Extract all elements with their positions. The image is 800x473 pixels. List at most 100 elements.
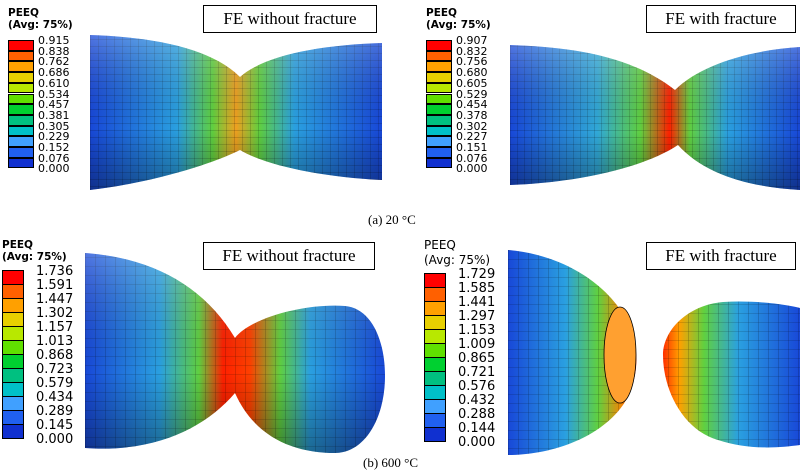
legend-value: 0.378 [456,108,488,122]
swatch [2,284,24,299]
panel-label: FE without fracture [203,5,377,33]
legend-value: 0.832 [456,44,488,58]
specimen-20c-no-fracture [90,35,382,190]
swatch [426,157,452,169]
legend-value: 1.302 [36,306,74,321]
color-scale: 0.907 0.832 0.756 0.680 0.605 0.529 0.45… [426,35,506,195]
legend-20c-no-fracture: PEEQ (Avg: 75%) 0.915 0.838 0.762 0.686 … [8,7,88,195]
legend-value: 0.534 [38,87,70,101]
legend-title: PEEQ [2,239,33,251]
legend-value: 0.907 [456,34,488,47]
legend-value: 0.579 [36,376,74,391]
swatch [2,368,24,383]
swatch [424,385,446,400]
swatch [424,329,446,344]
swatch [2,410,24,425]
swatch [424,371,446,386]
legend-600c-no-fracture: PEEQ (Avg: 75%) 1.736 1.591 1.447 1.302 … [2,239,82,446]
swatch [8,93,34,105]
legend-value: 0.686 [38,66,70,80]
swatch [8,136,34,147]
legend-value: 0.381 [38,108,70,122]
swatch [424,427,446,442]
panel-label: FE with fracture [646,5,796,33]
legend-value: 1.447 [36,292,74,307]
swatch [424,357,446,372]
swatch [2,382,24,397]
legend-value: 0.576 [458,379,496,394]
legend-value: 1.297 [458,309,496,324]
swatch [8,157,34,169]
swatch [8,147,34,158]
legend-value: 0.723 [36,362,74,377]
legend-20c-fracture: PEEQ (Avg: 75%) 0.907 0.832 0.756 0.680 … [426,7,506,195]
swatch [426,125,452,137]
legend-title: PEEQ [426,7,457,19]
swatch [424,273,446,288]
legend-600c-fracture: PEEQ (Avg: 75%) 1.729 1.585 1.441 1.297 … [424,239,504,449]
swatch [2,326,24,341]
swatch [426,50,452,62]
swatch [426,114,452,126]
legend-value: 0.151 [456,141,488,154]
legend-value: 1.729 [458,267,496,282]
legend-value: 1.736 [36,264,74,279]
legend-value: 0.868 [36,348,74,363]
legend-value: 0.227 [456,130,488,144]
swatch [8,61,34,73]
swatch [426,72,452,83]
legend-subtitle: (Avg: 75%) [426,19,491,31]
swatch [2,298,24,313]
specimen-600c-no-fracture [85,253,385,453]
legend-title: PEEQ [8,7,39,19]
swatch [8,114,34,126]
legend-value: 0.762 [38,55,70,69]
legend-value: 0.838 [38,44,70,58]
legend-subtitle: (Avg: 75%) [8,19,73,31]
color-scale: 1.736 1.591 1.447 1.302 1.157 1.013 0.86… [2,264,82,446]
legend-value: 0.144 [458,421,496,436]
legend-value: 0.434 [36,390,74,405]
legend-value: 0.529 [456,87,488,101]
legend-value: 0.229 [38,130,70,144]
legend-value: 1.013 [36,334,74,349]
legend-value: 0.680 [456,66,488,80]
legend-value: 0.605 [456,76,488,90]
legend-value: 0.076 [38,151,70,165]
legend-value: 0.721 [458,365,496,380]
legend-value: 1.585 [458,281,496,296]
swatch [424,301,446,316]
swatch [8,50,34,62]
color-scale: 0.915 0.838 0.762 0.686 0.610 0.534 0.45… [8,35,88,195]
legend-value: 0.865 [458,351,496,366]
swatch [2,270,24,285]
legend-value: 0.000 [36,432,74,447]
legend-value: 0.915 [38,34,70,47]
swatch [426,147,452,158]
swatch [8,40,34,51]
legend-value: 0.302 [456,119,488,133]
caption-a: (a) 20 °C [368,212,416,227]
legend-value: 0.076 [456,151,488,165]
swatch [8,82,34,94]
specimen-20c-fracture [510,45,800,190]
swatch [424,413,446,428]
legend-value: 0.457 [38,98,70,112]
legend-value: 0.289 [36,404,74,419]
swatch [424,399,446,414]
legend-value: 0.152 [38,141,70,154]
swatch [424,315,446,330]
swatch [426,136,452,147]
swatch [426,104,452,115]
swatch [2,312,24,327]
swatch [2,396,24,411]
legend-value: 1.157 [36,320,74,335]
swatch [8,104,34,115]
swatch [2,354,24,369]
swatch [426,61,452,73]
swatch [426,40,452,51]
legend-value: 0.610 [38,76,70,90]
legend-value: 1.441 [458,295,496,310]
legend-value: 1.009 [458,337,496,352]
